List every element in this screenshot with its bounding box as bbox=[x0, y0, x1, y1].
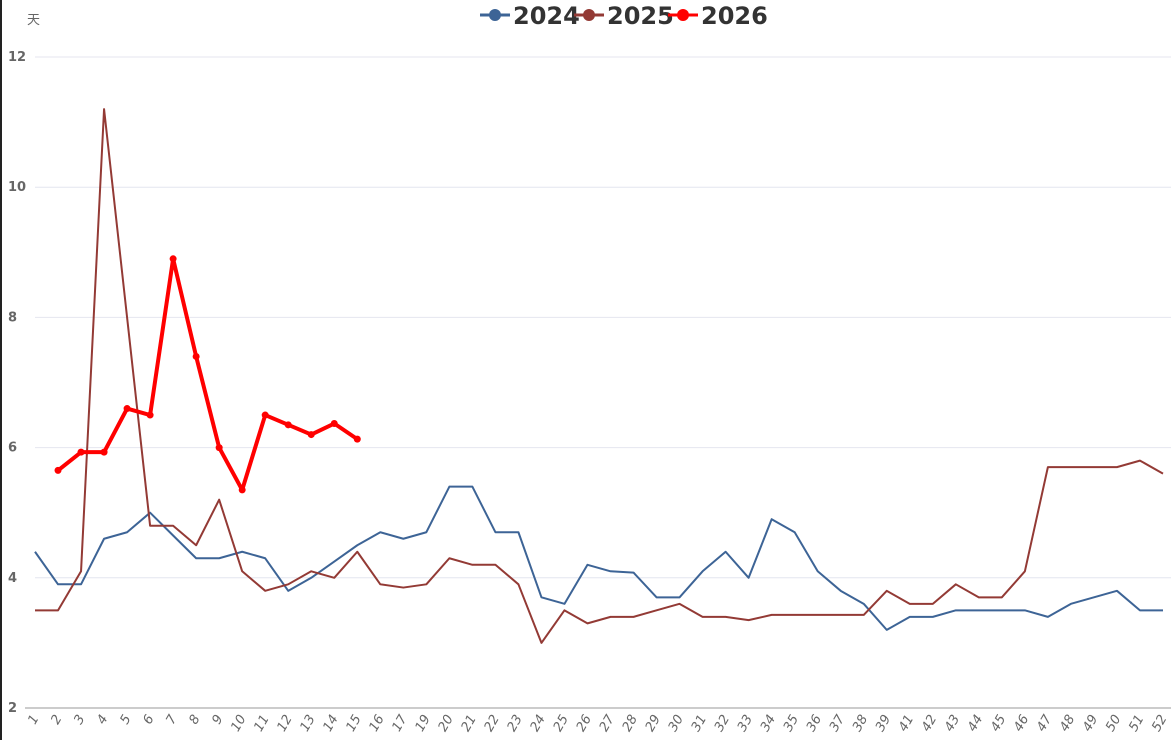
x-tick-label: 15 bbox=[343, 713, 364, 735]
x-tick-label: 25 bbox=[551, 713, 572, 735]
x-tick-label: 28 bbox=[620, 713, 641, 735]
point bbox=[353, 435, 361, 443]
x-tick-label: 41 bbox=[896, 713, 917, 735]
x-tick-label: 3 bbox=[71, 713, 88, 728]
x-tick-label: 45 bbox=[988, 713, 1009, 735]
y-tick-label: 2 bbox=[8, 701, 17, 716]
point bbox=[169, 255, 177, 263]
point bbox=[77, 448, 85, 456]
x-tick-label: 17 bbox=[390, 712, 412, 734]
x-tick-label: 32 bbox=[712, 713, 733, 735]
x-tick-label: 37 bbox=[827, 712, 849, 734]
x-tick-label: 26 bbox=[574, 713, 595, 735]
y-tick-label: 6 bbox=[8, 441, 17, 456]
x-tick-label: 49 bbox=[1080, 713, 1101, 735]
point bbox=[146, 411, 154, 419]
x-tick-label: 33 bbox=[735, 713, 756, 735]
legend-marker bbox=[489, 9, 501, 21]
x-tick-label: 10 bbox=[228, 713, 249, 735]
x-tick-label: 38 bbox=[850, 713, 871, 735]
x-tick-label: 7 bbox=[163, 712, 180, 727]
x-tick-label: 24 bbox=[528, 713, 549, 735]
x-tick-label: 6 bbox=[140, 713, 157, 728]
legend-label: 2025 bbox=[607, 2, 674, 30]
point bbox=[123, 405, 131, 413]
x-tick-label: 47 bbox=[1034, 712, 1056, 734]
legend-marker bbox=[677, 9, 689, 21]
legend-label: 2024 bbox=[513, 2, 580, 30]
x-tick-label: 22 bbox=[482, 713, 503, 735]
y-unit: 天 bbox=[27, 13, 40, 28]
x-tick-label: 36 bbox=[804, 713, 825, 735]
x-tick-label: 20 bbox=[436, 713, 457, 735]
x-tick-label: 51 bbox=[1126, 713, 1147, 735]
point bbox=[284, 421, 292, 429]
x-tick-label: 42 bbox=[919, 713, 940, 735]
x-tick-label: 46 bbox=[1011, 713, 1032, 735]
x-tick-label: 29 bbox=[643, 713, 664, 735]
point bbox=[192, 352, 200, 360]
point bbox=[215, 444, 223, 452]
x-tick-label: 43 bbox=[942, 713, 963, 735]
x-tick-label: 4 bbox=[94, 713, 111, 728]
x-tick-label: 14 bbox=[320, 713, 341, 735]
x-tick-label: 50 bbox=[1103, 713, 1124, 735]
x-tick-label: 19 bbox=[413, 713, 434, 735]
x-tick-label: 27 bbox=[597, 712, 619, 734]
point bbox=[54, 466, 62, 474]
y-tick-label: 4 bbox=[8, 571, 17, 586]
series-line bbox=[56, 256, 359, 492]
point bbox=[100, 448, 108, 456]
y-tick-label: 10 bbox=[8, 180, 26, 195]
x-tick-label: 8 bbox=[186, 713, 203, 728]
x-tick-label: 9 bbox=[209, 713, 226, 728]
x-tick-label: 35 bbox=[781, 713, 802, 735]
x-tick-label: 23 bbox=[505, 713, 526, 735]
x-tick-label: 1 bbox=[25, 713, 42, 728]
x-tick-label: 31 bbox=[689, 713, 710, 735]
legend-marker bbox=[583, 9, 595, 21]
x-tick-label: 12 bbox=[274, 713, 295, 735]
point bbox=[330, 420, 338, 428]
x-tick-label: 21 bbox=[459, 713, 480, 735]
x-tick-label: 5 bbox=[117, 713, 134, 728]
x-tick-label: 30 bbox=[666, 713, 687, 735]
point bbox=[238, 486, 246, 494]
x-tick-label: 11 bbox=[251, 713, 272, 735]
series-line bbox=[34, 485, 1163, 631]
legend-label: 2026 bbox=[701, 2, 768, 30]
x-tick-label: 48 bbox=[1057, 713, 1078, 735]
x-tick-label: 44 bbox=[965, 713, 986, 735]
y-tick-label: 8 bbox=[8, 310, 17, 325]
x-tick-label: 13 bbox=[297, 713, 318, 735]
x-tick-label: 39 bbox=[873, 713, 894, 735]
y-tick-label: 12 bbox=[8, 50, 26, 65]
series-line bbox=[35, 108, 1164, 644]
point bbox=[307, 431, 315, 439]
x-tick-label: 52 bbox=[1149, 713, 1170, 735]
point bbox=[261, 411, 269, 419]
x-tick-label: 2 bbox=[48, 713, 65, 728]
x-tick-label: 34 bbox=[758, 713, 779, 735]
x-tick-label: 16 bbox=[367, 713, 388, 735]
